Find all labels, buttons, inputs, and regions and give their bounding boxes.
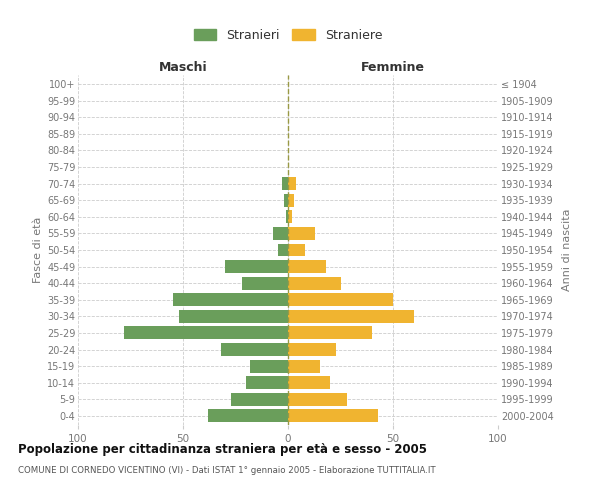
Bar [179,310,288,323]
Bar [208,410,288,422]
Bar [124,326,288,340]
Y-axis label: Fasce di età: Fasce di età [32,217,43,283]
Bar [250,360,288,372]
Bar [288,376,330,389]
Legend: Stranieri, Straniere: Stranieri, Straniere [190,25,386,46]
Bar [288,177,296,190]
Bar [288,210,292,224]
Text: Popolazione per cittadinanza straniera per età e sesso - 2005: Popolazione per cittadinanza straniera p… [18,442,427,456]
Bar [246,376,288,389]
Bar [286,210,288,224]
Bar [232,393,288,406]
Bar [242,276,288,289]
Bar [225,260,288,273]
Y-axis label: Anni di nascita: Anni di nascita [562,208,572,291]
Bar [288,194,295,206]
Bar [288,393,347,406]
Bar [173,294,288,306]
Bar [288,260,326,273]
Bar [288,310,414,323]
Text: Maschi: Maschi [158,61,208,74]
Bar [288,227,316,240]
Bar [277,244,288,256]
Bar [288,360,320,372]
Bar [288,326,372,340]
Text: COMUNE DI CORNEDO VICENTINO (VI) - Dati ISTAT 1° gennaio 2005 - Elaborazione TUT: COMUNE DI CORNEDO VICENTINO (VI) - Dati … [18,466,436,475]
Bar [288,294,393,306]
Bar [221,343,288,356]
Bar [288,276,341,289]
Bar [274,227,288,240]
Bar [288,343,337,356]
Bar [282,177,288,190]
Bar [288,410,379,422]
Bar [284,194,288,206]
Text: Femmine: Femmine [361,61,425,74]
Bar [288,244,305,256]
